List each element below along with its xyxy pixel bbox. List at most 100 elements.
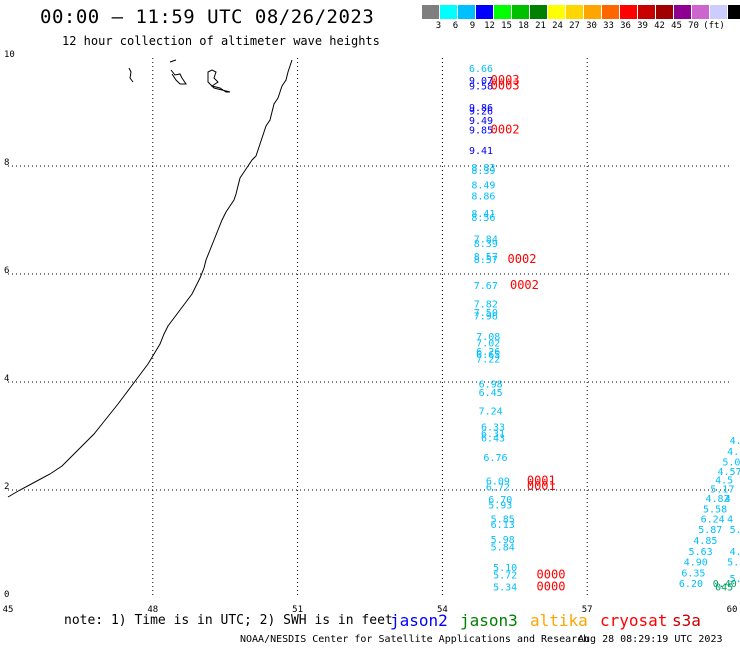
- legend-swatch-10: [602, 5, 620, 19]
- credit-text: NOAA/NESDIS Center for Satellite Applica…: [240, 634, 590, 645]
- map-title: 00:00 — 11:59 UTC 08/26/2023: [40, 6, 375, 28]
- legend-swatch-0: [422, 5, 440, 19]
- data-point: 8.39: [471, 166, 495, 177]
- x-tick-label: 51: [292, 605, 303, 615]
- legend-label-1: 6: [452, 21, 459, 31]
- data-point: 5.10: [493, 563, 517, 574]
- data-point: 9.07: [469, 76, 493, 87]
- data-point: 6.70: [488, 495, 512, 506]
- data-point: 7.84: [474, 235, 498, 246]
- data-point: 6.43: [481, 433, 505, 444]
- legend-swatch-4: [494, 5, 512, 19]
- data-point: 5.63: [689, 547, 713, 558]
- y-tick-label: 4: [4, 374, 9, 384]
- data-point: 6.09: [486, 477, 510, 488]
- y-tick-label: 10: [4, 50, 15, 60]
- x-tick-label: 60: [727, 605, 738, 615]
- legend-label-12: 39: [637, 21, 648, 31]
- color-scale-labels: 3 6 9 12 15 18 21 24 27 30 33 36 39 42 45 70 (ft): [430, 21, 726, 31]
- data-point: 0002: [508, 252, 537, 266]
- island-3: [207, 69, 231, 93]
- data-point: 5.58: [703, 505, 727, 516]
- data-point: 6.35: [681, 568, 705, 579]
- data-point: 8.57: [474, 252, 498, 263]
- data-point: 8.41: [471, 209, 495, 220]
- satellite-label-altika: altika: [530, 611, 588, 630]
- y-tick-label: 0: [4, 590, 9, 600]
- data-point: 9.49: [469, 116, 493, 127]
- legend-swatch-2: [458, 5, 476, 19]
- data-point: 5.34: [493, 582, 517, 593]
- data-point: 0003: [491, 78, 520, 92]
- data-point: 7.96: [474, 311, 498, 322]
- legend-label-11: 36: [620, 21, 631, 31]
- legend-label-4: 15: [501, 21, 512, 31]
- legend-swatch-5: [512, 5, 530, 19]
- data-point: 6.26: [476, 347, 500, 358]
- island-1: [128, 67, 134, 83]
- data-point: 5.2: [730, 574, 740, 585]
- data-points: 6.669.079.589.869.269.499.859.418.838.39…: [469, 64, 740, 593]
- data-point: 7.22: [476, 355, 500, 366]
- data-point: 9.26: [469, 107, 493, 118]
- legend-swatch-11: [620, 5, 638, 19]
- data-point: 6.33: [481, 423, 505, 434]
- data-point: 0003: [491, 73, 520, 87]
- map-subtitle: 12 hour collection of altimeter wave hei…: [62, 34, 380, 48]
- data-point: 8.86: [471, 191, 495, 202]
- legend-label-7: 24: [552, 21, 563, 31]
- data-point: 0001: [527, 474, 556, 488]
- island-2: [169, 59, 187, 85]
- data-point: 4: [727, 514, 733, 525]
- data-point: 6.76: [483, 453, 507, 464]
- data-point: 5.85: [491, 514, 515, 525]
- footnote: note: 1) Time is in UTC; 2) SWH is in fe…: [64, 613, 393, 628]
- timestamp-text: Aug 28 08:29:19 UTC 2023: [578, 634, 723, 645]
- data-point: 6.66: [469, 64, 493, 75]
- x-tick-label: 45: [3, 605, 14, 615]
- data-point: 4.82: [705, 494, 729, 505]
- data-point: 6.72: [486, 483, 510, 494]
- satellite-label-s3a: s3a: [672, 611, 701, 630]
- legend-label-13: 42: [654, 21, 665, 31]
- satellite-label-jason3: jason3: [460, 611, 518, 630]
- data-point: 6.13: [491, 520, 515, 531]
- data-point: 9.58: [469, 81, 493, 92]
- legend-label-5: 18: [518, 21, 529, 31]
- legend-label-8: 27: [569, 21, 580, 31]
- data-point: 8.39: [474, 239, 498, 250]
- legend-label-15: 70: [688, 21, 699, 31]
- legend-label-16: (ft): [703, 21, 725, 31]
- data-point: 8.56: [471, 213, 495, 224]
- legend-label-0: 3: [435, 21, 442, 31]
- y-tick-label: 8: [4, 158, 9, 168]
- legend-label-2: 9: [469, 21, 476, 31]
- color-scale-legend: [422, 5, 740, 19]
- data-point: 6.98: [479, 379, 503, 390]
- data-point: 6.45: [479, 388, 503, 399]
- data-point: 7.24: [479, 406, 503, 417]
- x-tick-label: 48: [147, 605, 158, 615]
- legend-label-9: 30: [586, 21, 597, 31]
- data-point: 0002: [491, 123, 520, 137]
- data-point: 5.3: [727, 558, 740, 569]
- data-point: 5.84: [491, 542, 515, 553]
- legend-swatch-9: [584, 5, 602, 19]
- legend-swatch-15: [692, 5, 710, 19]
- data-point: 0002: [510, 278, 539, 292]
- data-point: 0001: [527, 479, 556, 493]
- data-point: 5.87: [698, 525, 722, 536]
- coastline: [7, 59, 293, 498]
- legend-label-6: 21: [535, 21, 546, 31]
- data-point: 4.: [727, 447, 739, 458]
- legend-label-14: 45: [671, 21, 682, 31]
- data-point: 7.02: [476, 338, 500, 349]
- data-point: 9.85: [469, 126, 493, 137]
- data-point: 8.49: [471, 181, 495, 192]
- data-point: 6.24: [701, 514, 725, 525]
- legend-swatch-14: [674, 5, 692, 19]
- data-point: 4: [725, 494, 731, 505]
- legend-swatch-16: [710, 5, 728, 19]
- data-point: 045: [715, 582, 733, 593]
- legend-swatch-12: [638, 5, 656, 19]
